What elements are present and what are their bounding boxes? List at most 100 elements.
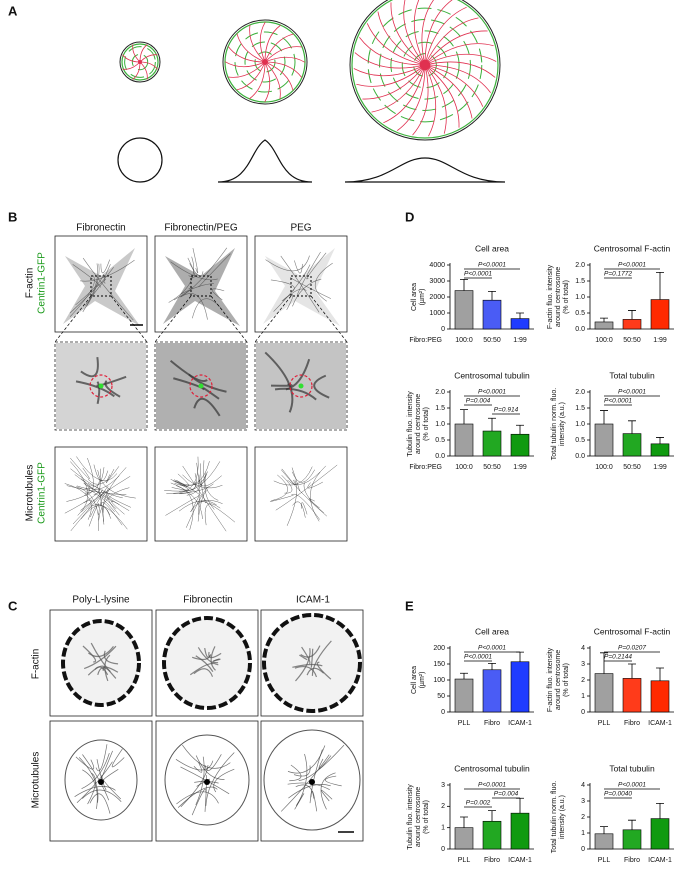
y-tick-label: 0 (581, 709, 585, 716)
chart-title: Centrosomal F-actin (594, 243, 671, 253)
y-tick-label: 1.5 (575, 405, 585, 412)
filament (94, 666, 109, 676)
centrosome (138, 60, 142, 64)
actin-ring (413, 53, 437, 77)
y-axis-label: (% of total) (563, 280, 570, 314)
y-tick-label: 1.0 (435, 421, 445, 428)
significance-label: P<0.0001 (618, 262, 646, 269)
filament (325, 775, 342, 787)
x-tick-label: PLL (598, 857, 611, 864)
microtubule (390, 2, 426, 66)
error-bar (516, 312, 524, 319)
filament (93, 464, 109, 482)
filament (170, 261, 218, 281)
microtubule (259, 21, 266, 63)
error-bar (656, 803, 664, 819)
filament (280, 255, 320, 313)
actin-ring (124, 46, 156, 78)
chart-title: Cell area (475, 626, 509, 636)
actin-ring (131, 53, 149, 71)
y-tick-label: 3 (581, 661, 585, 668)
y-tick-label: 0 (581, 846, 585, 853)
actin-ring (390, 30, 460, 100)
error-bar (628, 663, 636, 679)
bar (650, 299, 670, 330)
error-bar (656, 437, 664, 444)
filament (80, 505, 111, 520)
y-tick-label: 0.0 (575, 326, 585, 333)
y-tick-label: 2.0 (575, 262, 585, 269)
filament (96, 375, 127, 387)
filament (176, 480, 202, 497)
filament (89, 475, 120, 490)
filament (213, 768, 235, 793)
zoom-box (90, 275, 112, 297)
filament (72, 264, 101, 288)
filament (175, 759, 214, 771)
y-tick-label: 2 (581, 677, 585, 684)
bar (622, 433, 642, 457)
filament (211, 288, 225, 301)
significance-label: P=0.004 (466, 398, 491, 405)
cell-diagrams (119, 0, 501, 141)
filament (81, 753, 110, 789)
filament (101, 775, 122, 800)
filament (193, 668, 214, 677)
filament (74, 474, 117, 510)
filament (165, 496, 199, 516)
x-tick-label: 100:0 (455, 337, 473, 344)
y-tick-label: 0.0 (575, 453, 585, 460)
x-tick-label: 100:0 (595, 337, 613, 344)
filament (80, 259, 135, 282)
microtubule (424, 64, 491, 93)
filament (204, 754, 222, 771)
y-tick-label: 150 (433, 661, 445, 668)
y-tick-label: 1.0 (575, 294, 585, 301)
filament (70, 468, 123, 499)
significance-label: P=0.002 (466, 800, 491, 807)
significance-label: P=0.0040 (604, 791, 632, 798)
filament (182, 744, 231, 769)
filament (287, 465, 327, 485)
actin-ring (121, 43, 159, 81)
panel-label: E (405, 598, 414, 613)
filament (280, 754, 330, 812)
significance-label: P=0.004 (494, 791, 519, 798)
filament (89, 793, 111, 814)
row-label: Microtubules (25, 465, 36, 522)
chart-title: Total tubulin (609, 370, 655, 380)
cell (63, 248, 140, 326)
x-tick-label: Fibro (484, 720, 500, 727)
significance-label: P=0.1772 (604, 271, 632, 278)
microtubule (362, 64, 426, 100)
filament (82, 263, 98, 313)
centrosome (262, 59, 268, 65)
error-bar (628, 819, 636, 830)
error-bar (628, 420, 636, 434)
chart-title: Centrosomal tubulin (454, 763, 530, 773)
cell-outline (164, 734, 250, 826)
y-tick-label: 1 (581, 693, 585, 700)
panel-label: A (8, 3, 18, 18)
filament (76, 761, 113, 804)
filament (287, 745, 326, 774)
filament (300, 645, 321, 658)
centrosome (309, 779, 315, 785)
error-bar (656, 271, 664, 300)
microtubule (403, 0, 426, 66)
filament (87, 772, 96, 805)
filament (197, 489, 208, 522)
micrographs (49, 235, 364, 842)
cell-cortex (162, 616, 252, 710)
filament (173, 479, 188, 488)
filament (102, 506, 112, 522)
centrin-dot (98, 383, 104, 389)
filament (320, 772, 336, 810)
row-label: Centrin1-GFP (37, 252, 48, 314)
filament (86, 263, 100, 307)
filament (82, 257, 134, 321)
bar (650, 443, 670, 457)
centrosome-roi (189, 374, 213, 398)
filament (193, 762, 203, 773)
error-bar (656, 667, 664, 681)
